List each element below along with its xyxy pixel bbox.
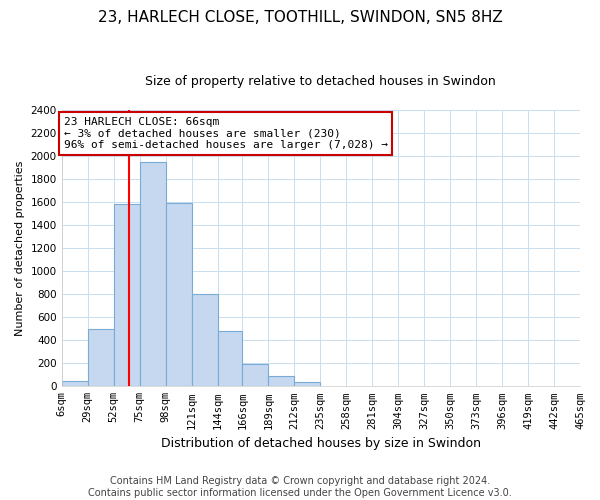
Text: Contains HM Land Registry data © Crown copyright and database right 2024.
Contai: Contains HM Land Registry data © Crown c… xyxy=(88,476,512,498)
Bar xyxy=(268,376,294,386)
Bar xyxy=(242,364,268,386)
Bar xyxy=(62,380,88,386)
Bar xyxy=(88,328,113,386)
X-axis label: Distribution of detached houses by size in Swindon: Distribution of detached houses by size … xyxy=(161,437,481,450)
Bar xyxy=(191,294,218,386)
Y-axis label: Number of detached properties: Number of detached properties xyxy=(15,160,25,336)
Bar xyxy=(294,382,320,386)
Bar xyxy=(166,204,191,386)
Bar xyxy=(218,331,242,386)
Bar xyxy=(140,162,166,386)
Title: Size of property relative to detached houses in Swindon: Size of property relative to detached ho… xyxy=(145,75,496,88)
Text: 23, HARLECH CLOSE, TOOTHILL, SWINDON, SN5 8HZ: 23, HARLECH CLOSE, TOOTHILL, SWINDON, SN… xyxy=(98,10,502,25)
Bar xyxy=(113,204,140,386)
Text: 23 HARLECH CLOSE: 66sqm
← 3% of detached houses are smaller (230)
96% of semi-de: 23 HARLECH CLOSE: 66sqm ← 3% of detached… xyxy=(64,117,388,150)
